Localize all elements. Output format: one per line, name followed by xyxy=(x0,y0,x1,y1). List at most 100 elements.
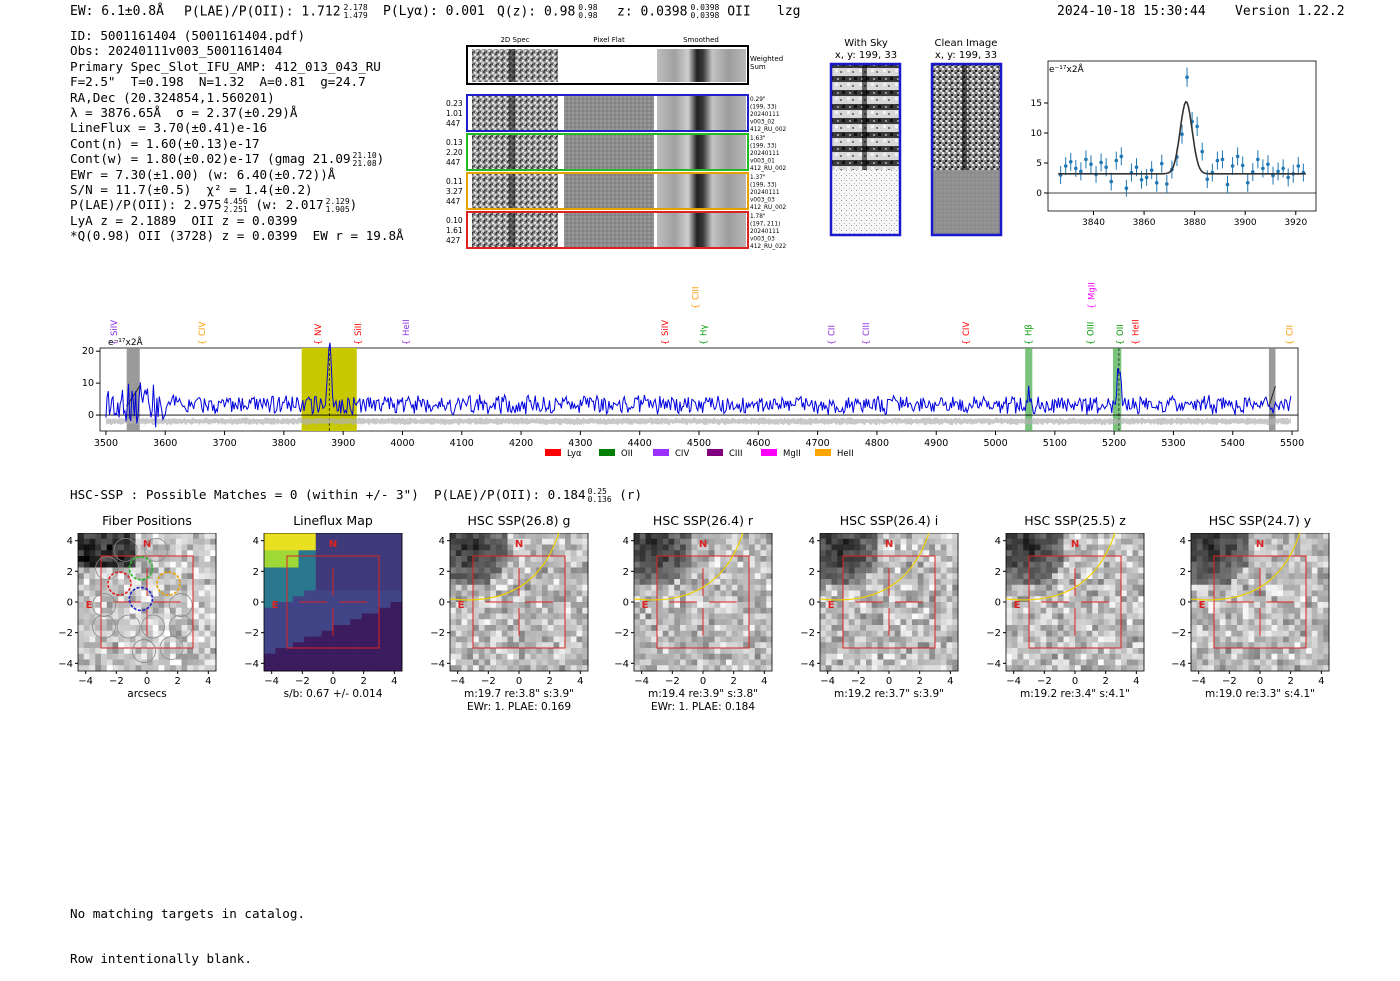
fit-point xyxy=(1144,175,1149,180)
fiber-left-value: 0.23 xyxy=(446,99,463,108)
header-qz: Q(z): 0.98 0.98 0.98 xyxy=(497,4,598,20)
panel-xtick-label: −4 xyxy=(1006,676,1021,687)
info-obs: Obs: 20240111v003_5001161404 xyxy=(70,43,283,59)
fit-point xyxy=(1245,181,1250,185)
info-plae-lo: 2.251 xyxy=(223,204,248,214)
info-plae-hi: 4.456 xyxy=(223,196,248,206)
spectrum-xtick-label: 4100 xyxy=(450,438,474,449)
fit-point xyxy=(1114,158,1119,163)
header-plae-hi: 2.178 xyxy=(343,3,368,12)
panel-ytick-label: 4 xyxy=(1180,536,1186,547)
spectrum-xtick-label: 4400 xyxy=(628,438,652,449)
panel-ytick-label: 2 xyxy=(623,567,629,578)
panel-ytick-label: −4 xyxy=(1171,659,1186,670)
panel-xtick-label: 4 xyxy=(1318,676,1324,687)
hsc-summary-text: HSC-SSP : Possible Matches = 0 (within +… xyxy=(70,487,586,502)
spectrum-line-bracket: { xyxy=(827,340,837,345)
spectrum-plot-area xyxy=(99,347,1299,432)
panel-ytick-label: −2 xyxy=(58,628,73,639)
spectrum-xtick-label: 3500 xyxy=(94,438,118,449)
fit-point xyxy=(1154,181,1159,185)
fiber-row-frame xyxy=(466,172,749,210)
info-plae-w: (w: 2.017 xyxy=(247,197,324,213)
spectrum-line-label: CIV xyxy=(962,322,972,336)
fiber-smoothed xyxy=(657,135,746,169)
panel-caption: m:19.2 re:3.7" s:3.9" xyxy=(834,688,944,700)
panel-xtick-label: 2 xyxy=(916,676,922,687)
spectrum-xtick-label: 4500 xyxy=(687,438,711,449)
panel-xtick-label: 0 xyxy=(886,676,892,687)
spectrum-xtick-label: 3800 xyxy=(272,438,296,449)
header-plya: P(Lyα): 0.001 xyxy=(383,4,485,19)
fiber-right-value: 412_RU_022 xyxy=(750,244,787,250)
panel-xtick-label: 2 xyxy=(1287,676,1293,687)
panel-title: HSC SSP(24.7) y xyxy=(1208,513,1312,528)
spectrum-line-label: Hγ xyxy=(700,325,710,336)
fiber-pixel-flat xyxy=(564,213,654,247)
panel-ytick-label: 0 xyxy=(1180,598,1186,609)
spectrum-line-label: CIII xyxy=(862,323,872,336)
fiber-right-value: v003_02 xyxy=(750,120,775,126)
panel-ytick-label: 4 xyxy=(623,536,629,547)
spectrum-line-label: OIII xyxy=(1086,322,1096,336)
header-plae: P(LAE)/P(OII): 1.712 2.178 1.479 xyxy=(184,4,368,20)
fiber-pixel-flat xyxy=(564,96,654,130)
fit-point xyxy=(1281,166,1285,171)
east-label: E xyxy=(86,600,93,611)
spectrum-xtick-label: 5400 xyxy=(1221,438,1245,449)
panel-ytick-label: −2 xyxy=(1171,628,1186,639)
panel-xtick-label: 0 xyxy=(1072,676,1078,687)
fiber-right-value: (199, 33) xyxy=(750,144,777,150)
spectrum-line-label: HeII xyxy=(402,319,412,336)
fiber-right-value: 20240111 xyxy=(750,151,780,157)
panel-xtick-label: −2 xyxy=(109,676,124,687)
aperture-box xyxy=(842,555,936,649)
with-sky-frame xyxy=(829,62,902,237)
panel-xtick-label: 4 xyxy=(205,676,211,687)
panel-ytick-label: 2 xyxy=(253,567,259,578)
info-best-z: *Q(0.98) OII (3728) z = 0.0399 EW r = 19… xyxy=(70,228,404,244)
header-tag: lzg xyxy=(777,4,801,19)
fiber-right-value: (199, 33) xyxy=(750,105,777,111)
panel-title: HSC SSP(26.4) i xyxy=(839,513,939,528)
fit-xtick-label: 3840 xyxy=(1082,218,1105,228)
fiber-circle xyxy=(116,614,141,639)
clean-image-frame xyxy=(930,62,1003,237)
fiber-left-value: 3.27 xyxy=(446,187,463,196)
east-label: E xyxy=(642,600,649,611)
legend-swatch xyxy=(545,449,561,456)
weighted-sum-smoothed xyxy=(657,49,746,82)
panel-xtick-label: 4 xyxy=(391,676,397,687)
fiber-left-value: 447 xyxy=(446,197,461,206)
imaging-panel-lineflux: −4 4 −2 2 0 0 2 −2 4 −4 N Es/b: 0.67 +/- 0.014 xyxy=(244,533,403,700)
header-z-type: OII xyxy=(727,4,751,20)
north-label: N xyxy=(143,539,151,550)
panel-xtick-label: 0 xyxy=(700,676,706,687)
spectrum-line-bracket: { xyxy=(1286,340,1296,345)
panel-xtick-label: −2 xyxy=(665,676,680,687)
with-sky-caption: With Sky x, y: 199, 33 xyxy=(834,38,898,61)
info-plae: P(LAE)/P(OII): 2.975 4.456 2.251 (w: 2.017… xyxy=(70,196,404,214)
panel-ytick-label: 4 xyxy=(439,536,445,547)
fit-xtick-label: 3860 xyxy=(1133,218,1156,228)
panel-ytick-label: −4 xyxy=(244,659,259,670)
panel-xtick-label: 0 xyxy=(516,676,522,687)
fiber-left-value: 427 xyxy=(446,236,461,245)
spectrum-xtick-label: 3600 xyxy=(153,438,177,449)
panel-ytick-label: 2 xyxy=(439,567,445,578)
east-label: E xyxy=(1199,600,1206,611)
fit-ytick-label: 5 xyxy=(1036,159,1042,169)
spectrum-xtick-label: 4900 xyxy=(924,438,948,449)
galaxy-ellipse xyxy=(1005,533,1116,601)
hsc-summary: HSC-SSP : Possible Matches = 0 (within +… xyxy=(70,487,642,504)
header-z-lo: 0.0398 xyxy=(690,11,720,20)
fit-point xyxy=(1139,178,1144,182)
header-z-hi: 0.0398 xyxy=(690,3,720,12)
spectrum-line-bracket: { xyxy=(1131,340,1141,345)
spectrum-line-bracket: { xyxy=(700,340,710,345)
fit-point xyxy=(1296,164,1301,168)
fiber-right-value: 1.78" xyxy=(750,214,766,220)
fiber-left-value: 447 xyxy=(446,119,461,128)
fiber-circle xyxy=(113,537,138,562)
